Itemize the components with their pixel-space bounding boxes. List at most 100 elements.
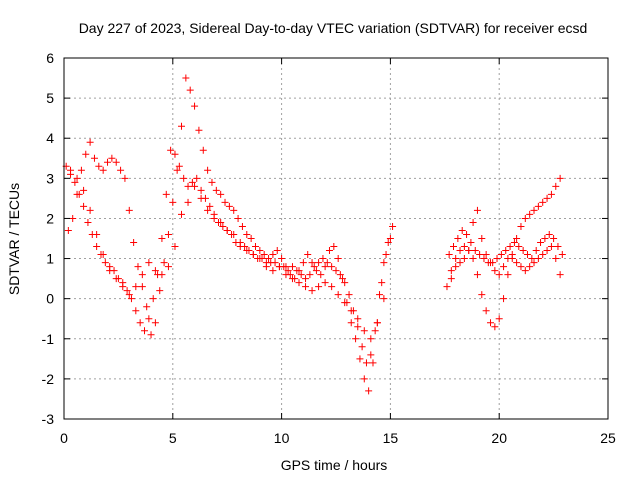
- data-point: [273, 247, 281, 255]
- x-tick-label: 15: [383, 430, 399, 446]
- y-tick-label: 0: [46, 291, 54, 307]
- data-point: [260, 251, 268, 259]
- data-point: [452, 263, 460, 271]
- data-point: [354, 323, 362, 331]
- data-point: [478, 235, 486, 242]
- data-point: [539, 198, 547, 206]
- data-point: [206, 202, 214, 210]
- data-point: [69, 214, 77, 222]
- data-point: [334, 255, 342, 263]
- data-point: [130, 239, 138, 247]
- data-point: [230, 230, 238, 238]
- data-point: [125, 291, 133, 299]
- data-point: [147, 331, 155, 339]
- data-point: [84, 218, 92, 226]
- data-point: [471, 247, 479, 255]
- data-point: [341, 279, 349, 287]
- data-point: [362, 359, 370, 367]
- series-trace-d: [443, 174, 564, 331]
- data-point: [530, 206, 538, 214]
- data-point: [358, 343, 366, 351]
- data-point: [347, 307, 355, 315]
- data-point: [86, 138, 94, 146]
- data-point: [526, 263, 534, 271]
- data-point: [473, 206, 481, 214]
- data-point: [184, 182, 192, 190]
- data-point: [95, 162, 103, 170]
- data-point: [558, 251, 566, 259]
- data-point: [360, 375, 368, 383]
- data-point: [315, 283, 323, 291]
- ticks-layer: 0 5 10 15 20 25 -3 -2 -1 0 1 2 3 4 5 6: [42, 50, 616, 446]
- data-point: [330, 243, 338, 251]
- data-point: [502, 247, 510, 255]
- data-point: [241, 243, 249, 251]
- y-tick-label: 5: [46, 90, 54, 106]
- data-point: [460, 255, 468, 263]
- data-point: [282, 263, 290, 271]
- plot-frame: [63, 57, 609, 420]
- data-point: [249, 251, 257, 259]
- data-point: [476, 251, 484, 259]
- data-point: [302, 275, 310, 283]
- data-point: [171, 243, 179, 251]
- data-point: [295, 279, 303, 287]
- data-point: [136, 319, 144, 327]
- data-point: [275, 263, 283, 271]
- data-point: [332, 267, 340, 275]
- data-point: [219, 222, 227, 230]
- data-point: [445, 251, 453, 259]
- data-point: [378, 279, 386, 287]
- data-point: [184, 198, 192, 206]
- data-point: [208, 178, 216, 186]
- data-point: [347, 319, 355, 327]
- data-point: [121, 174, 129, 182]
- data-point: [465, 247, 473, 255]
- data-point: [443, 283, 451, 291]
- data-point: [156, 287, 164, 295]
- data-point: [312, 267, 320, 275]
- data-point: [64, 226, 72, 234]
- data-point: [297, 271, 305, 279]
- data-point: [256, 247, 264, 255]
- data-point: [328, 283, 336, 291]
- data-point: [356, 355, 364, 363]
- data-point: [73, 190, 81, 198]
- data-point: [282, 271, 290, 279]
- data-point: [182, 74, 190, 82]
- data-point: [178, 122, 186, 130]
- data-point: [534, 202, 542, 210]
- data-point: [550, 235, 558, 242]
- data-point: [117, 166, 125, 174]
- data-point: [269, 267, 277, 275]
- y-tick-label: 3: [46, 170, 54, 186]
- data-point: [80, 202, 88, 210]
- data-point: [108, 154, 116, 162]
- data-point: [463, 230, 471, 238]
- data-point: [251, 243, 259, 251]
- data-point: [528, 255, 536, 263]
- data-point: [456, 247, 464, 255]
- data-point: [99, 166, 107, 174]
- marks-layer: [62, 74, 566, 395]
- data-point: [552, 255, 560, 263]
- y-tick-label: 1: [46, 251, 54, 267]
- data-point: [230, 206, 238, 214]
- data-point: [325, 247, 333, 255]
- data-point: [500, 263, 508, 271]
- series-trace-b: [64, 74, 394, 395]
- data-point: [339, 275, 347, 283]
- data-point: [371, 327, 379, 335]
- x-tick-label: 0: [60, 430, 68, 446]
- data-point: [195, 126, 203, 134]
- data-point: [547, 243, 555, 251]
- data-point: [225, 202, 233, 210]
- data-point: [210, 214, 218, 222]
- data-point: [552, 182, 560, 190]
- data-point: [513, 235, 521, 242]
- data-point: [526, 210, 534, 218]
- data-point: [321, 263, 329, 271]
- data-point: [467, 239, 475, 247]
- data-point: [106, 267, 114, 275]
